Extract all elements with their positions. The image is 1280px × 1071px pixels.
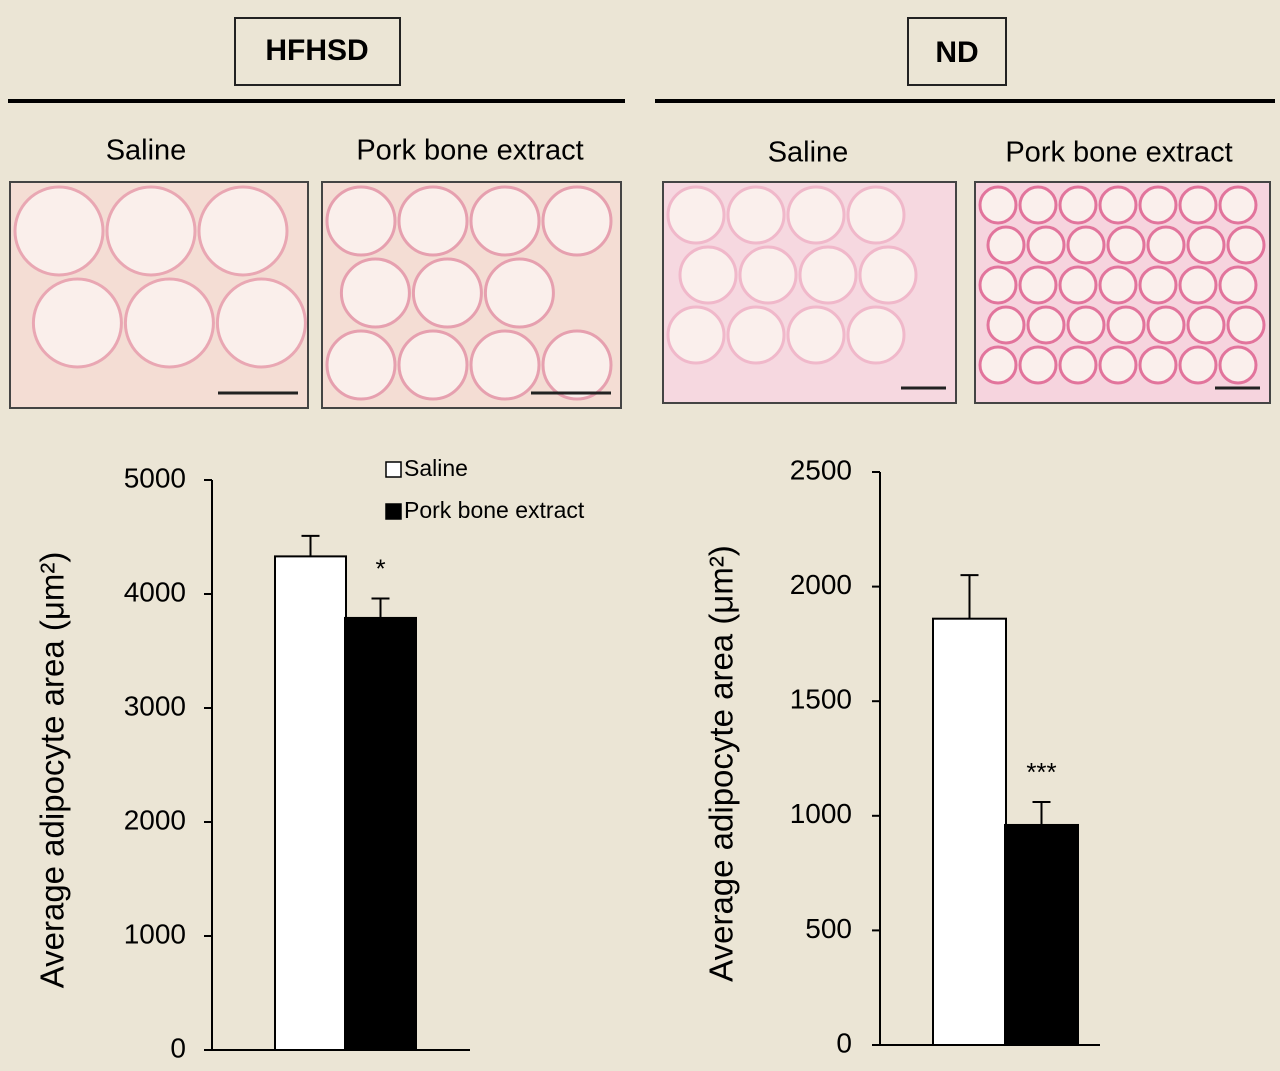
adipocyte	[726, 305, 786, 365]
adipocyte	[1218, 185, 1258, 225]
significance: ***	[1026, 757, 1056, 787]
image-caption: Pork bone extract	[1005, 137, 1232, 169]
panel-label: HFHSD	[265, 34, 368, 67]
image-caption: Saline	[106, 135, 187, 167]
adipocyte	[1026, 305, 1066, 345]
legend-label: Saline	[404, 455, 468, 481]
adipocyte	[483, 257, 555, 329]
adipocyte	[397, 185, 469, 257]
y-tick-label: 1500	[790, 684, 852, 715]
y-axis-label: Average adipocyte area (μm²)	[34, 552, 71, 989]
adipocyte	[798, 245, 858, 305]
bar	[274, 555, 347, 1051]
adipocyte	[541, 329, 613, 401]
adipocyte	[325, 185, 397, 257]
adipocyte	[1106, 225, 1146, 265]
adipocyte	[13, 185, 105, 277]
y-tick-label: 0	[836, 1027, 852, 1058]
adipocyte	[846, 305, 906, 365]
legend-swatch	[385, 461, 402, 478]
y-tick-label: 0	[170, 1032, 186, 1063]
adipocyte	[1146, 305, 1186, 345]
adipocyte	[1098, 345, 1138, 385]
adipocyte	[1066, 305, 1106, 345]
adipocyte	[986, 305, 1026, 345]
adipocyte	[123, 277, 215, 369]
adipocyte	[1178, 265, 1218, 305]
y-tick-label: 4000	[124, 576, 186, 607]
adipocyte	[1106, 305, 1146, 345]
adipocyte	[1018, 345, 1058, 385]
adipocyte	[339, 257, 411, 329]
adipocyte	[858, 245, 918, 305]
y-tick-label: 2000	[790, 569, 852, 600]
adipocyte	[469, 329, 541, 401]
y-tick-label: 5000	[124, 462, 186, 493]
bar	[932, 617, 1007, 1046]
image-caption: Pork bone extract	[356, 135, 583, 167]
adipocyte	[1186, 225, 1226, 265]
bar	[1004, 823, 1079, 1047]
adipocyte	[786, 305, 846, 365]
adipocyte	[666, 305, 726, 365]
adipocyte	[978, 345, 1018, 385]
adipocyte	[541, 185, 613, 257]
legend-swatch	[385, 503, 402, 520]
adipocyte	[986, 225, 1026, 265]
adipocyte	[1218, 265, 1258, 305]
adipocyte	[397, 329, 469, 401]
adipocyte	[31, 277, 123, 369]
y-tick-label: 1000	[124, 918, 186, 949]
y-tick-label: 500	[805, 913, 852, 944]
y-axis-label: Average adipocyte area (μm²)	[703, 545, 740, 982]
adipocyte	[1178, 185, 1218, 225]
adipocyte	[978, 265, 1018, 305]
adipocyte	[1066, 225, 1106, 265]
adipocyte	[978, 185, 1018, 225]
adipocyte	[1058, 265, 1098, 305]
adipocyte	[411, 257, 483, 329]
adipocyte	[1058, 185, 1098, 225]
panel-box	[907, 17, 1007, 86]
legend-label: Pork bone extract	[404, 497, 585, 523]
significance: *	[375, 553, 385, 583]
adipocyte	[215, 277, 307, 369]
adipocyte	[1138, 265, 1178, 305]
adipocyte	[1138, 345, 1178, 385]
adipocyte	[1058, 345, 1098, 385]
adipocyte	[1146, 225, 1186, 265]
adipocyte	[469, 185, 541, 257]
adipocyte	[726, 185, 786, 245]
adipocyte	[846, 185, 906, 245]
adipocyte	[197, 185, 289, 277]
image-caption: Saline	[768, 137, 849, 169]
adipocyte	[1018, 265, 1058, 305]
adipocyte	[1218, 345, 1258, 385]
adipocyte	[678, 245, 738, 305]
y-tick-label: 2000	[124, 804, 186, 835]
adipocyte	[666, 185, 726, 245]
adipocyte	[1098, 185, 1138, 225]
adipocyte	[1098, 265, 1138, 305]
y-tick-label: 3000	[124, 690, 186, 721]
adipocyte	[1138, 185, 1178, 225]
adipocyte	[786, 185, 846, 245]
y-tick-label: 1000	[790, 798, 852, 829]
panel-box	[234, 17, 401, 86]
adipocyte	[1018, 185, 1058, 225]
adipocyte	[105, 185, 197, 277]
adipocyte	[325, 329, 397, 401]
adipocyte	[1026, 225, 1066, 265]
adipocyte	[1226, 305, 1266, 345]
panel-label: ND	[935, 36, 978, 69]
adipocyte	[738, 245, 798, 305]
adipocyte	[1186, 305, 1226, 345]
adipocyte	[1226, 225, 1266, 265]
bar	[344, 616, 417, 1051]
adipocyte	[1178, 345, 1218, 385]
y-tick-label: 2500	[790, 454, 852, 485]
micrographs	[9, 181, 1271, 409]
